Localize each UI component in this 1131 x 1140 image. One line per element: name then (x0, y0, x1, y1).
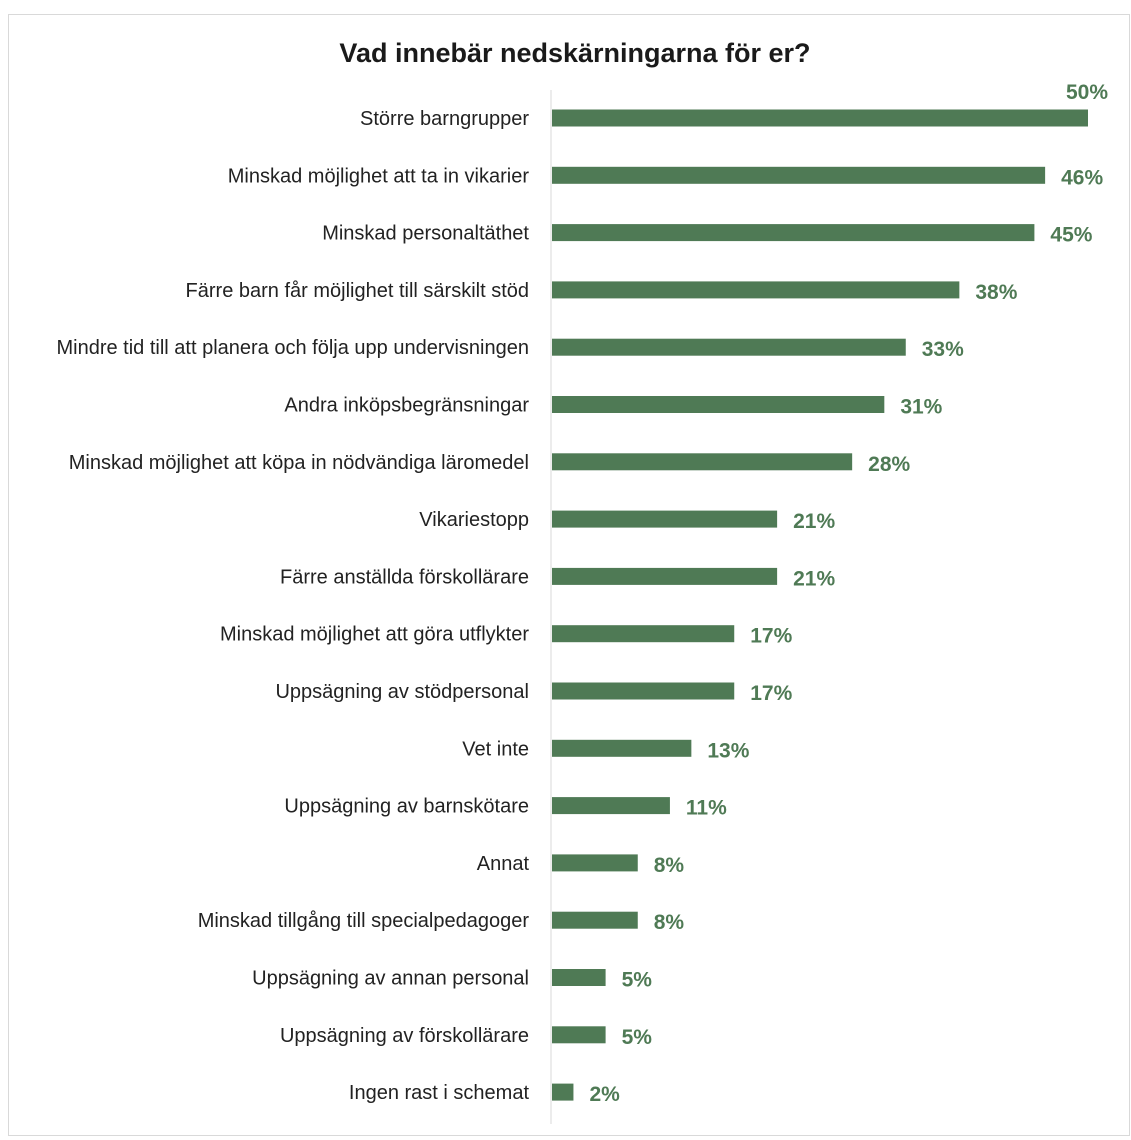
data-label: 8% (654, 854, 685, 877)
bar (552, 396, 885, 413)
category-label: Större barngrupper (360, 108, 529, 130)
category-label: Vikariestopp (419, 509, 529, 531)
data-label: 28% (868, 453, 910, 476)
bar (552, 281, 960, 299)
category-label: Vet inte (462, 738, 529, 760)
chart-title: Vad innebär nedskärningarna för er? (339, 38, 811, 68)
bar (552, 739, 692, 757)
bar (552, 682, 735, 700)
bar (552, 453, 853, 471)
category-label: Uppsägning av stödpersonal (275, 681, 529, 703)
category-label: Uppsägning av annan personal (252, 968, 529, 990)
category-label: Minskad personaltäthet (322, 223, 529, 245)
bar (552, 109, 1088, 127)
bar (552, 1026, 606, 1044)
data-label: 21% (793, 510, 835, 533)
category-label: Minskad tillgång till specialpedagoger (198, 910, 530, 932)
bar (552, 797, 670, 815)
data-label: 46% (1061, 166, 1103, 189)
data-label: 31% (900, 396, 942, 419)
category-label: Annat (477, 853, 530, 875)
category-label: Uppsägning av barnskötare (284, 796, 529, 818)
category-label: Färre anställda förskollärare (280, 566, 529, 588)
bar (552, 567, 778, 585)
bar (552, 510, 778, 528)
category-label: Färre barn får möjlighet till särskilt s… (186, 280, 529, 302)
category-label: Ingen rast i schemat (349, 1082, 530, 1104)
data-label: 2% (589, 1083, 620, 1106)
data-label: 5% (622, 1026, 653, 1049)
category-label: Minskad möjlighet att ta in vikarier (228, 165, 530, 187)
bar (552, 1083, 574, 1101)
chart-frame (8, 14, 1130, 1136)
bar (552, 911, 638, 929)
bar (552, 166, 1046, 184)
data-label: 17% (750, 682, 792, 705)
data-label: 33% (922, 338, 964, 361)
data-label: 38% (975, 281, 1017, 304)
data-label: 13% (707, 739, 749, 762)
category-label: Minskad möjlighet att göra utflykter (220, 624, 529, 646)
bar (552, 338, 906, 356)
bar (552, 854, 638, 872)
data-label: 11% (686, 797, 727, 820)
category-label: Minskad möjlighet att köpa in nödvändiga… (69, 452, 529, 474)
bar (552, 969, 606, 986)
category-label: Andra inköpsbegränsningar (284, 395, 529, 417)
data-label: 21% (793, 567, 835, 590)
category-label: Mindre tid till att planera och följa up… (56, 337, 529, 359)
data-label: 5% (622, 969, 653, 992)
bar (552, 625, 735, 643)
data-label: 17% (750, 625, 792, 648)
bar (552, 224, 1035, 242)
category-label: Uppsägning av förskollärare (280, 1025, 529, 1047)
data-label: 45% (1050, 224, 1092, 247)
data-label: 50% (1066, 81, 1108, 104)
data-label: 8% (654, 911, 685, 934)
